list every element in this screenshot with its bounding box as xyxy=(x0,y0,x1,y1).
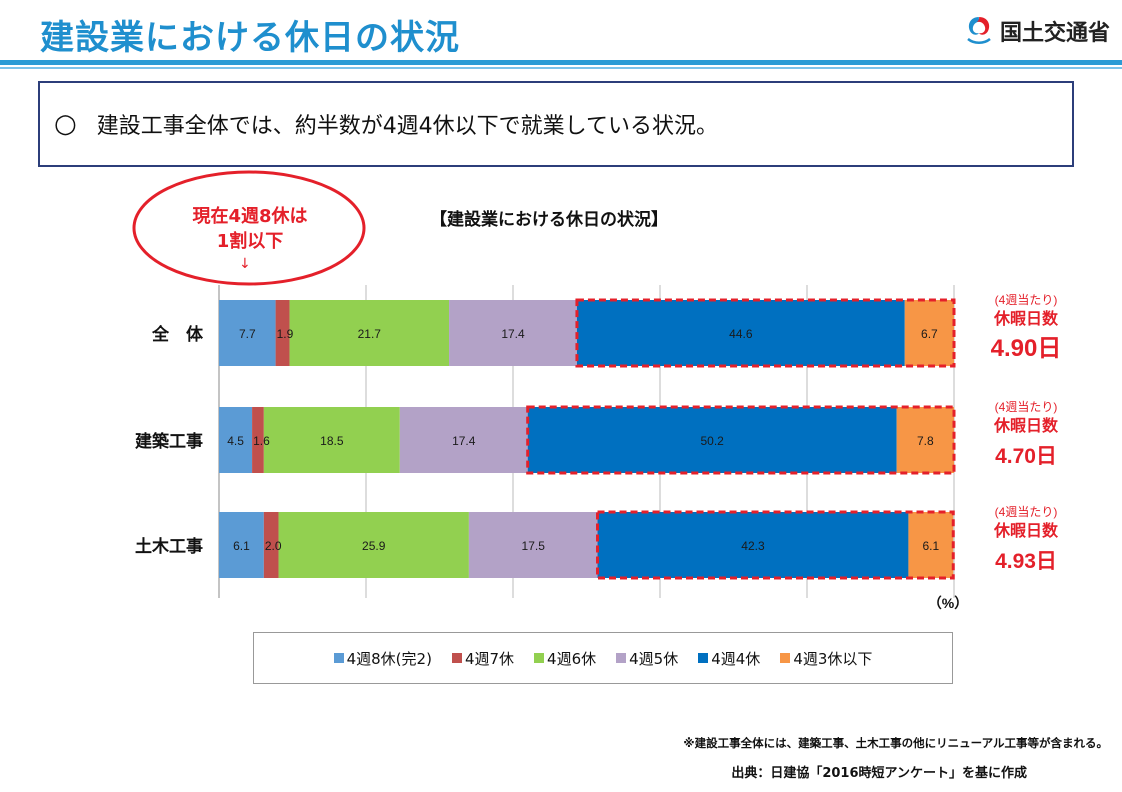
side-label: 休暇日数 xyxy=(993,309,1059,328)
data-label: 2.0 xyxy=(265,539,282,553)
category-label: 土木工事 xyxy=(135,536,203,556)
legend-item: 4週4休 xyxy=(698,648,760,669)
legend-label: 4週3休以下 xyxy=(793,649,873,668)
bar-segment xyxy=(576,300,905,366)
callout-line-2: 1割以下 xyxy=(216,231,284,252)
highlight-frame xyxy=(526,405,956,475)
bar-segment xyxy=(289,300,450,366)
summary-box: ○ 建設工事全体では、約半数が4週4休以下で就業している状況。 xyxy=(38,81,1074,167)
legend-swatch xyxy=(451,653,462,663)
unit-label: （%） xyxy=(928,595,968,611)
chart-legend: 4週8休(完2) 4週7休 4週6休 4週5休 4週4休 4週3休以下 xyxy=(253,632,953,684)
highlight-frame xyxy=(575,298,956,368)
title-underline-thin xyxy=(0,67,1122,69)
footnote: ※建設工事全体には、建築工事、土木工事の他にリニューアル工事等が含まれる。 xyxy=(683,736,1108,750)
legend-label: 4週4休 xyxy=(711,649,761,668)
legend-item: 4週8休(完2) xyxy=(333,648,432,669)
bar-segment xyxy=(219,512,264,578)
data-label: 4.5 xyxy=(227,434,244,448)
chart-title: 【建設業における休日の状況】 xyxy=(430,210,668,230)
legend-swatch xyxy=(698,653,709,663)
legend-label: 4週8休(完2) xyxy=(346,649,432,668)
summary-bullet: ○ xyxy=(54,109,77,139)
data-label: 18.5 xyxy=(320,434,344,448)
legend-label: 4週6休 xyxy=(547,649,597,668)
category-label: 全 体 xyxy=(151,324,204,344)
data-label: 25.9 xyxy=(362,539,386,553)
data-label: 17.5 xyxy=(522,539,546,553)
bar-segment xyxy=(527,407,897,473)
bar-segment xyxy=(252,407,264,473)
data-label: 6.1 xyxy=(233,539,250,553)
bar-segment xyxy=(263,512,279,578)
legend-item: 4週6休 xyxy=(534,648,596,669)
bar-segment xyxy=(904,300,954,366)
data-label: 7.8 xyxy=(917,434,934,448)
bar-segment xyxy=(219,407,253,473)
side-label: 休暇日数 xyxy=(993,521,1059,540)
category-label: 建築工事 xyxy=(135,431,203,451)
side-label: 休暇日数 xyxy=(993,416,1059,435)
side-sub-label: (4週当たり) xyxy=(995,505,1058,519)
bar-segment xyxy=(275,300,290,366)
callout-text: 現在4週8休は 1割以下 xyxy=(150,204,350,254)
callout-line-1: 現在4週8休は xyxy=(192,206,308,227)
page-title: 建設業における休日の状況 xyxy=(40,18,460,58)
side-value: 4.70日 xyxy=(995,445,1057,468)
legend-item: 4週5休 xyxy=(616,648,678,669)
ministry-logo: 国土交通省 xyxy=(964,14,1110,48)
legend-swatch xyxy=(333,653,344,663)
legend-swatch xyxy=(780,653,791,663)
legend-swatch xyxy=(534,653,545,663)
data-label: 1.6 xyxy=(253,434,270,448)
data-label: 44.6 xyxy=(729,327,753,341)
bar-segment xyxy=(399,407,528,473)
bar-segment xyxy=(449,300,577,366)
summary-text: 建設工事全体では、約半数が4週4休以下で就業している状況。 xyxy=(96,114,719,139)
bar-segment xyxy=(908,512,954,578)
data-label: 1.9 xyxy=(277,327,294,341)
side-value: 4.90日 xyxy=(991,335,1062,362)
data-label: 21.7 xyxy=(358,327,382,341)
bar-segment xyxy=(896,407,954,473)
data-label: 50.2 xyxy=(701,434,725,448)
bar-segment xyxy=(278,512,469,578)
bar-segment xyxy=(263,407,400,473)
ministry-emblem-icon xyxy=(967,17,991,44)
ministry-name: 国土交通省 xyxy=(999,21,1110,46)
source-credit: 出典：日建協「2016時短アンケート」を基に作成 xyxy=(731,766,1027,781)
data-label: 7.7 xyxy=(239,327,256,341)
bar-segment xyxy=(219,300,276,366)
bar-segment xyxy=(468,512,598,578)
legend-label: 4週7休 xyxy=(464,649,515,668)
bar-segment xyxy=(597,512,909,578)
side-sub-label: (4週当たり) xyxy=(995,293,1058,307)
title-underline xyxy=(0,60,1122,65)
callout-ellipse xyxy=(132,170,366,286)
data-label: 6.7 xyxy=(921,327,938,341)
legend-item: 4週3休以下 xyxy=(780,648,872,669)
callout-arrow-icon: ↓ xyxy=(239,256,251,272)
side-value: 4.93日 xyxy=(995,550,1057,573)
legend-label: 4週5休 xyxy=(629,649,679,668)
data-label: 17.4 xyxy=(452,434,476,448)
data-label: 6.1 xyxy=(923,539,940,553)
legend-swatch xyxy=(616,653,627,663)
legend-item: 4週7休 xyxy=(451,648,515,669)
data-label: 17.4 xyxy=(501,327,525,341)
highlight-frame xyxy=(596,510,955,580)
data-label: 42.3 xyxy=(741,539,765,553)
side-sub-label: (4週当たり) xyxy=(995,400,1058,414)
